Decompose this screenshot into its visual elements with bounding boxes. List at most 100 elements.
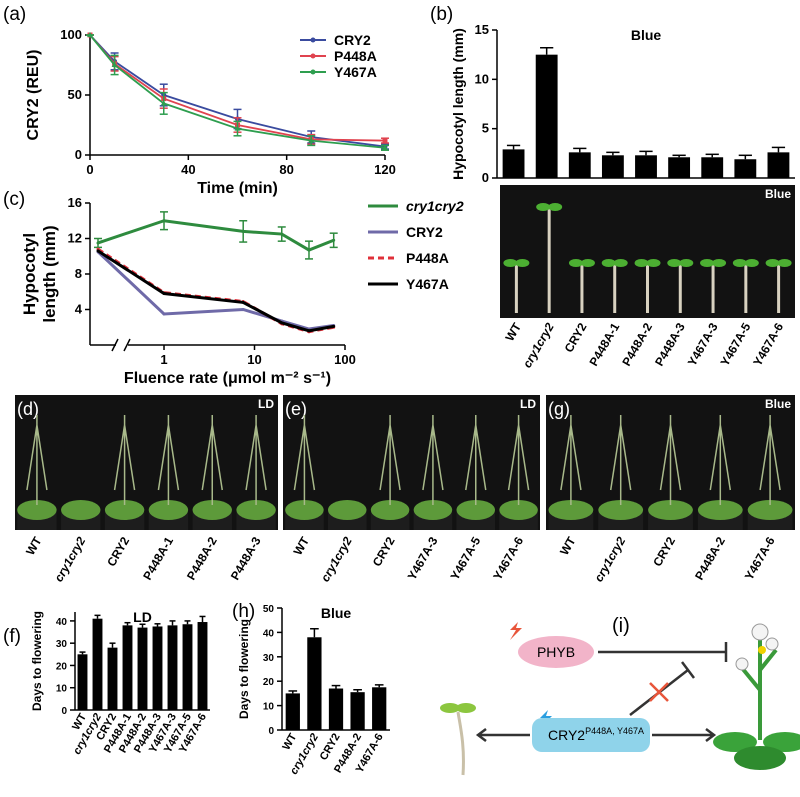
x-tick-label: cry1cry2 xyxy=(591,534,628,584)
bar xyxy=(285,693,300,730)
x-tick-label: CRY2 xyxy=(104,534,132,569)
point xyxy=(162,292,166,296)
error-bar xyxy=(109,642,116,648)
y-axis-label: Hypocotyl length (mm) xyxy=(450,28,466,180)
inflorescence xyxy=(26,415,48,505)
x-tick-label: P448A-2 xyxy=(619,320,655,368)
x-tick-label: Y467A-6 xyxy=(742,534,778,582)
x-tick-label: WT xyxy=(280,731,299,752)
node-label: PHYB xyxy=(537,644,575,660)
point xyxy=(308,137,315,143)
legend-label: P448A xyxy=(334,48,377,64)
phyb-node xyxy=(518,636,594,668)
rosette xyxy=(598,500,644,520)
error-bar xyxy=(139,623,146,628)
y-tick-label: 20 xyxy=(56,661,68,672)
y-tick-label: 12 xyxy=(68,231,82,246)
cotyledon xyxy=(568,259,583,267)
series-line xyxy=(89,34,386,148)
x-tick-label: WT xyxy=(23,534,45,558)
point xyxy=(241,300,245,304)
inflorescence xyxy=(379,415,401,505)
x-tick-label: Y467A-3 xyxy=(685,320,721,368)
bar xyxy=(152,626,163,710)
photo-label: Blue xyxy=(765,397,791,411)
flower xyxy=(765,637,779,651)
y-axis-label: Days to flowering xyxy=(237,619,251,719)
cotyledon xyxy=(503,259,518,267)
inflorescence xyxy=(659,415,682,505)
inflorescence xyxy=(245,415,267,505)
bar xyxy=(182,624,193,710)
point xyxy=(332,324,336,328)
point xyxy=(382,144,388,150)
cry2-node xyxy=(532,718,650,752)
bar xyxy=(328,688,344,730)
photo-label: Blue xyxy=(765,187,791,201)
inhibit-bar xyxy=(681,661,695,679)
bar xyxy=(107,647,118,710)
photo xyxy=(15,395,278,530)
panel-letter: (d) xyxy=(17,399,39,419)
inflorescence xyxy=(157,415,180,505)
photo xyxy=(283,395,540,530)
error-bar xyxy=(353,688,362,693)
error-bar xyxy=(199,615,206,623)
y-tick-label: 50 xyxy=(263,604,275,615)
bar xyxy=(197,622,208,710)
x-tick-label: 10 xyxy=(247,352,261,367)
light-icon xyxy=(510,622,522,640)
point xyxy=(332,238,336,242)
inflorescence xyxy=(465,415,487,505)
bar xyxy=(137,627,148,710)
legend-marker xyxy=(310,37,316,43)
rosette xyxy=(327,500,367,520)
x-tick-label: CRY2 xyxy=(562,320,590,355)
error-bar xyxy=(331,684,341,689)
point xyxy=(280,321,284,325)
error-bar xyxy=(374,684,384,688)
seedling xyxy=(456,711,465,776)
node-label: CRY2P448A, Y467A xyxy=(548,726,644,743)
x-tick-label: cry1cry2 xyxy=(52,534,89,584)
series-line xyxy=(97,247,334,334)
chart-title: LD xyxy=(133,609,152,625)
bar xyxy=(535,54,558,178)
error-bar xyxy=(94,614,101,619)
rosette xyxy=(236,500,276,520)
y-tick-label: 40 xyxy=(263,628,275,639)
point xyxy=(241,308,245,311)
cotyledon xyxy=(548,203,563,211)
x-tick-label: P448A-1 xyxy=(140,534,176,582)
error-bar xyxy=(705,153,719,158)
point xyxy=(162,219,166,223)
error-bar xyxy=(288,690,298,694)
error-bar xyxy=(169,620,176,626)
plant-leaf xyxy=(763,732,800,752)
y-tick-label: 10 xyxy=(475,71,489,86)
inflorescence xyxy=(293,415,316,505)
bar xyxy=(77,654,88,710)
x-tick-label: Y467A-3 xyxy=(405,534,441,582)
panel-letter: (f) xyxy=(3,626,21,647)
cotyledon xyxy=(536,203,551,211)
cotyledon xyxy=(712,259,727,267)
cotyledon xyxy=(679,259,694,267)
cotyledon xyxy=(744,259,759,267)
x-tick-label: WT xyxy=(503,320,525,344)
flower-center xyxy=(758,646,766,654)
y-tick-label: 8 xyxy=(75,266,82,281)
node-superscript: P448A, Y467A xyxy=(585,726,644,736)
y-tick-label: 50 xyxy=(68,87,82,102)
inflorescence xyxy=(609,415,632,505)
inflorescence xyxy=(422,415,444,505)
point xyxy=(307,248,311,252)
error-bar xyxy=(738,154,752,160)
x-tick-label: CRY2 xyxy=(650,534,678,569)
point xyxy=(87,32,93,37)
series-line xyxy=(97,219,335,252)
rosette xyxy=(104,500,145,520)
x-tick-label: cry1cry2 xyxy=(318,534,355,584)
series-line xyxy=(96,250,334,331)
error-bar xyxy=(154,623,161,627)
